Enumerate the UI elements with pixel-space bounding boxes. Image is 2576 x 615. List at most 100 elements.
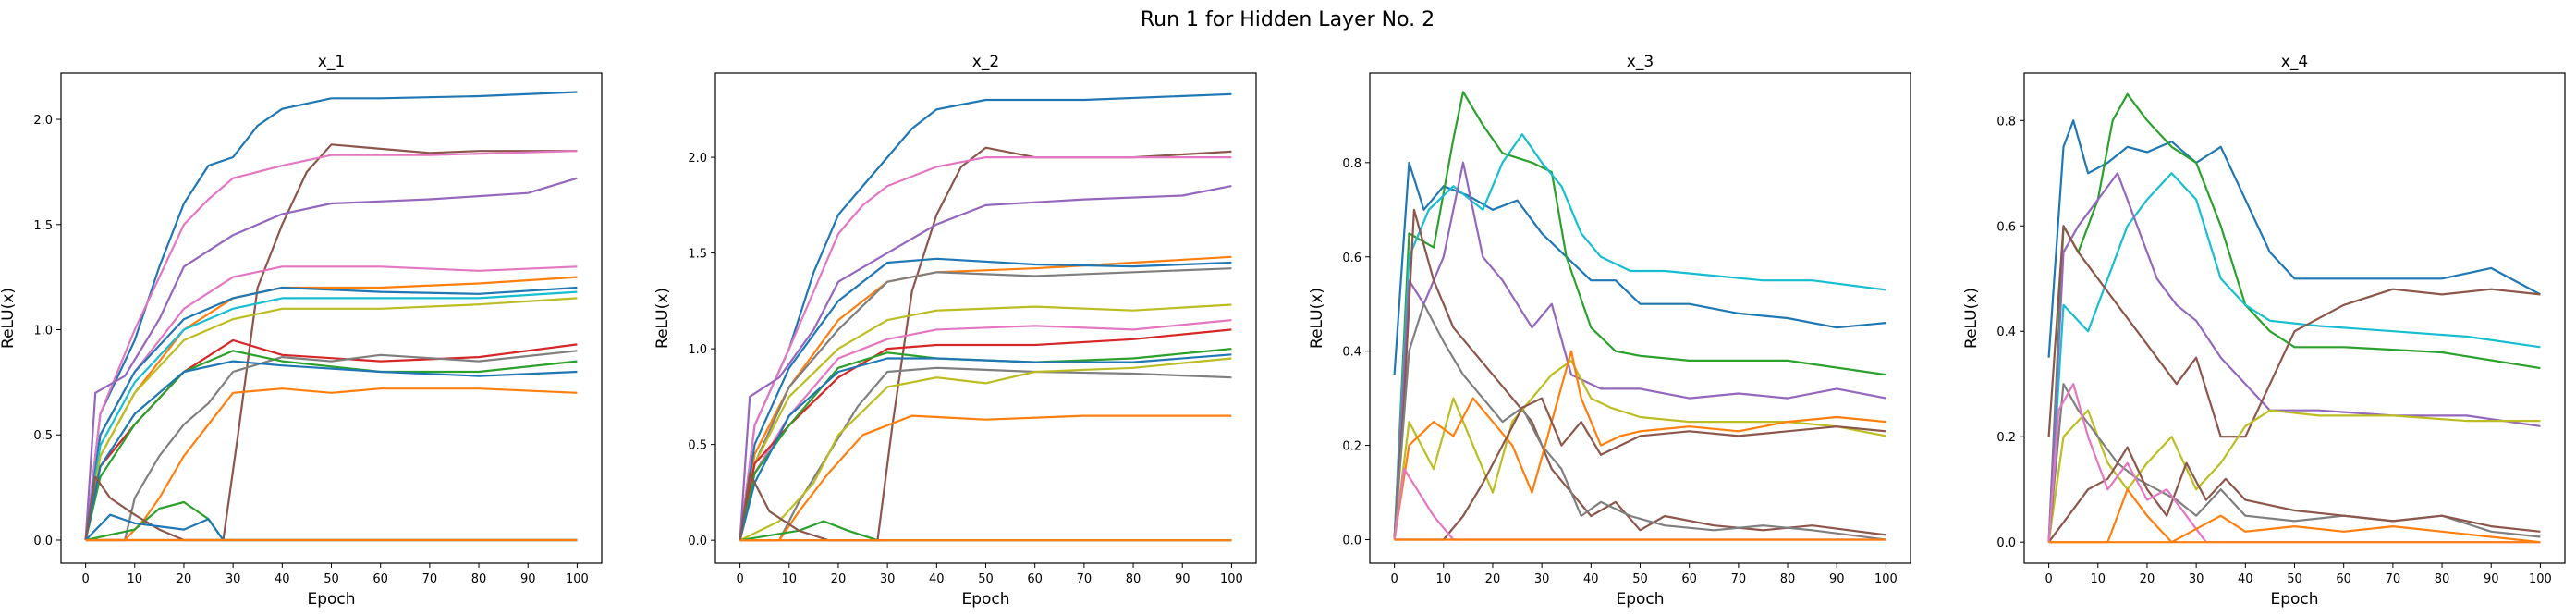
plot-frame [2023,72,2566,564]
series-line-4 [84,177,578,541]
x-tick-label: 100 [566,572,589,586]
series-group [2047,92,2541,544]
y-tick-label: 0.4 [1996,326,2016,339]
series-line-17 [84,513,578,542]
x-axis-label: Epoch [2270,590,2318,609]
series-line-3 [739,156,1232,541]
series-line-15 [739,414,1232,542]
series-line-14 [85,387,578,542]
x-tick-label: 30 [1534,572,1550,586]
figure-suptitle: Run 1 for Hidden Layer No. 2 [1141,8,1435,31]
series-line-4 [739,185,1232,541]
x-axis-label: Epoch [1616,590,1664,609]
series-line-6 [2047,409,2541,543]
series-line-1 [84,91,578,541]
x-tick-label: 100 [2529,572,2552,586]
series-line-4 [1393,161,1886,540]
y-tick-label: 0.8 [1996,115,2016,129]
y-tick-label: 0.5 [688,439,707,453]
subplot-1: x_1 0 10 20 30 40 50 60 70 80 90 100 0.0 0.5 1.0 1.5 2.0… [0,53,603,609]
series-line-7 [2047,383,2541,543]
series-line-8 [739,303,1232,541]
series-line-5 [1393,208,1886,540]
x-tick-label: 50 [2287,572,2302,586]
x-tick-label: 90 [2484,572,2499,586]
x-tick-label: 30 [2189,572,2204,586]
y-tick-label: 0.4 [1342,346,1361,360]
y-tick-label: 0.0 [688,535,707,548]
subplot-title: x_1 [318,53,345,71]
x-tick-label: 50 [978,572,994,586]
series-group [1393,91,1886,541]
x-tick-label: 40 [2238,572,2253,586]
x-tick-label: 40 [929,572,945,586]
x-tick-label: 40 [1583,572,1599,586]
series-line-3 [1393,133,1886,540]
y-tick-label: 1.0 [688,343,707,357]
series-line-1 [2047,119,2541,358]
x-tick-label: 20 [831,572,847,586]
series-line-5 [739,255,1232,541]
series-line-12 [739,353,1232,541]
x-tick-label: 0 [81,572,89,586]
x-tick-label: 0 [736,572,743,586]
subplot-2: x_2 0 10 20 30 40 50 60 70 80 90 100 0.0 0.5 1.0 1.5 2.0… [653,53,1257,609]
series-line-9 [739,319,1232,541]
series-line-15 [85,500,578,542]
x-tick-label: 100 [1220,572,1243,586]
y-tick-label: 0.6 [1342,252,1361,265]
x-tick-label: 80 [471,572,487,586]
subplot-title: x_2 [972,53,999,71]
x-tick-label: 70 [1731,572,1747,586]
x-tick-label: 80 [2435,572,2450,586]
plot-frame [714,72,1257,564]
y-tick-label: 1.0 [33,325,53,338]
series-line-2 [1393,91,1886,540]
y-tick-label: 0.8 [1342,157,1361,171]
x-tick-label: 40 [275,572,290,586]
series-line-5 [2047,225,2541,438]
x-tick-label: 10 [1435,572,1451,586]
series-line-8 [2047,446,2541,543]
series-group [739,92,1232,542]
x-tick-label: 0 [1390,572,1398,586]
x-tick-label: 80 [1780,572,1796,586]
x-tick-label: 0 [2045,572,2052,586]
x-tick-label: 90 [1175,572,1190,586]
y-axis-label: ReLU(x) [0,288,18,349]
x-tick-label: 90 [520,572,536,586]
x-tick-label: 20 [1485,572,1501,586]
series-line-13 [739,366,1232,542]
x-axis-label: Epoch [307,590,355,609]
x-tick-label: 60 [372,572,388,586]
series-line-7 [1393,359,1886,540]
y-tick-label: 0.0 [1996,536,2016,550]
x-tick-label: 10 [127,572,142,586]
series-line-11 [739,348,1232,541]
x-tick-label: 10 [781,572,797,586]
x-axis-label: Epoch [961,590,1009,609]
y-tick-label: 2.0 [688,152,707,166]
series-line-10 [739,328,1232,541]
plot-frame [1369,72,1911,564]
series-line-9 [84,297,578,541]
y-tick-label: 1.5 [33,219,53,233]
series-line-1 [1393,161,1886,375]
y-tick-label: 0.0 [33,535,53,548]
subplot-title: x_3 [1627,53,1654,71]
x-tick-label: 60 [2336,572,2351,586]
x-tick-label: 20 [177,572,192,586]
x-tick-label: 70 [2386,572,2401,586]
series-line-12 [84,350,578,541]
x-tick-label: 70 [1077,572,1093,586]
y-axis-label: ReLU(x) [1962,288,1981,349]
y-tick-label: 0.6 [1996,220,2016,234]
x-tick-label: 30 [226,572,241,586]
series-line-3 [84,150,578,541]
series-line-2 [85,143,578,542]
subplot-title: x_4 [2281,53,2308,71]
y-tick-label: 0.2 [1342,440,1361,454]
y-tick-label: 0.5 [33,429,53,443]
subplot-grid: x_10 10 20 30 40 50 60 70 80 90 1000.00.51.01.52.0… [0,53,2566,609]
x-tick-label: 10 [2090,572,2106,586]
